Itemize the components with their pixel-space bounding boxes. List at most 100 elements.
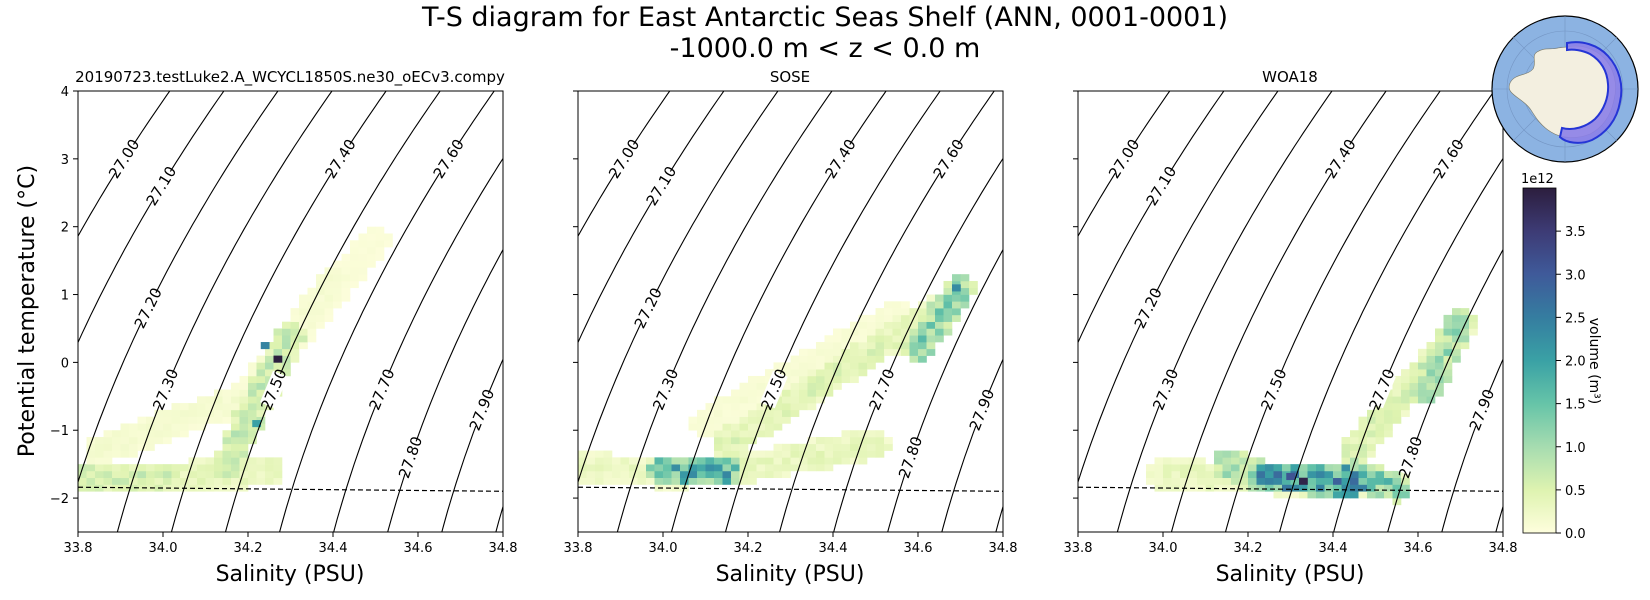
heatmap-cell <box>265 348 274 356</box>
heatmap-cell <box>1350 430 1359 438</box>
contour-label-bg <box>932 140 965 178</box>
heatmap-cell <box>1426 375 1436 384</box>
heatmap-cell <box>231 389 240 397</box>
heatmap-cell <box>1375 477 1385 485</box>
heatmap-cell <box>316 274 325 282</box>
heatmap-cell <box>1452 308 1461 316</box>
heatmap-cell <box>299 294 308 302</box>
heatmap-cell <box>1222 457 1232 465</box>
freezing-line <box>577 486 1004 492</box>
heatmap-cell <box>867 362 876 370</box>
heatmap-cell <box>773 369 783 377</box>
heatmap-cell <box>1350 484 1359 492</box>
heatmap-cell <box>1307 477 1317 485</box>
heatmap-cell <box>307 321 317 329</box>
heatmap-cell <box>892 308 902 316</box>
heatmap-cell <box>341 274 351 282</box>
contour-label-bg <box>1145 167 1178 205</box>
heatmap-cell <box>731 470 740 479</box>
heatmap-cell <box>1460 342 1470 350</box>
heatmap-cell <box>935 314 944 322</box>
heatmap-cell <box>171 409 181 417</box>
heatmap-cell <box>341 267 351 275</box>
heatmap-cell <box>1188 464 1198 472</box>
heatmap-cell <box>688 477 698 485</box>
heatmap-cell <box>1299 464 1308 472</box>
heatmap-cell <box>705 403 715 411</box>
heatmap-cell <box>833 355 842 363</box>
heatmap-cell <box>333 280 342 289</box>
heatmap-cell <box>807 375 817 384</box>
heatmap-cell <box>1452 355 1461 363</box>
axes-frame <box>577 90 1004 533</box>
x-tick-label: 34.6 <box>1404 541 1433 556</box>
heatmap-cell <box>239 443 249 451</box>
heatmap-cell <box>86 450 96 458</box>
heatmap-cell <box>375 226 385 234</box>
heatmap-cell <box>1426 348 1436 356</box>
heatmap-cell <box>103 470 113 479</box>
heatmap-cell <box>654 457 664 465</box>
heatmap-cell <box>1392 470 1402 479</box>
heatmap-cell <box>739 437 749 445</box>
contour-label: 27.20 <box>131 285 166 331</box>
heatmap-cell <box>1392 375 1402 384</box>
heatmap-cell <box>697 457 706 465</box>
heatmap-cell <box>1171 457 1181 465</box>
heatmap-cell <box>239 464 249 472</box>
heatmap-cell <box>1316 484 1325 492</box>
heatmap-cell <box>603 470 613 479</box>
heatmap-cell <box>120 470 130 479</box>
heatmap-cell <box>341 280 351 289</box>
heatmap-cell <box>867 342 876 350</box>
heatmap-cell <box>129 430 138 438</box>
heatmap-cell <box>1341 457 1351 465</box>
heatmap-cell <box>273 335 283 343</box>
heatmap-cell <box>290 342 300 350</box>
heatmap-cell <box>748 389 757 397</box>
x-tick-label: 34.2 <box>234 541 263 556</box>
x-tick-label: 34.8 <box>1489 541 1518 556</box>
heatmap-cell <box>722 443 732 451</box>
heatmap-cell <box>909 355 919 363</box>
heatmap-cell <box>952 308 961 316</box>
heatmap-cell <box>943 287 953 295</box>
heatmap-cell <box>120 443 130 451</box>
heatmap-cell <box>112 437 121 445</box>
heatmap-cell <box>960 301 970 309</box>
heatmap-cell <box>384 233 393 241</box>
heatmap-cell <box>1358 484 1368 492</box>
heatmap-cell <box>299 314 308 322</box>
heatmap-cell <box>841 348 851 356</box>
heatmap-cell <box>1435 328 1444 336</box>
heatmap-cell <box>1299 484 1308 492</box>
heatmap-cell <box>163 477 172 485</box>
heatmap-cell <box>867 450 876 458</box>
heatmap-cell <box>86 470 96 479</box>
heatmap-cell <box>875 443 885 451</box>
heatmap-cell <box>1290 464 1300 472</box>
heatmap-cell <box>78 477 87 485</box>
heatmap-cell <box>790 443 800 451</box>
heatmap-cell <box>239 457 249 465</box>
heatmap-cell <box>943 328 953 336</box>
heatmap-cell <box>714 396 723 404</box>
heatmap-cell <box>1188 477 1198 485</box>
heatmap-cell <box>909 321 919 329</box>
heatmap-cell <box>816 382 825 390</box>
heatmap-cell <box>722 409 732 417</box>
heatmap-cell <box>1443 375 1453 384</box>
heatmap-cell <box>1299 470 1308 479</box>
heatmap-cell <box>926 294 936 302</box>
x-tick-label: 34.6 <box>904 541 933 556</box>
heatmap-cell <box>1358 457 1368 465</box>
heatmap-cell <box>1435 382 1444 390</box>
heatmap-cell <box>1248 470 1257 479</box>
heatmap-cell <box>663 470 672 479</box>
heatmap-cell <box>231 464 240 472</box>
heatmap-cell <box>807 396 817 404</box>
heatmap-cell <box>307 335 317 343</box>
heatmap-cell <box>850 355 859 363</box>
contour-label-bg <box>1324 140 1357 178</box>
heatmap-cell <box>324 274 334 282</box>
